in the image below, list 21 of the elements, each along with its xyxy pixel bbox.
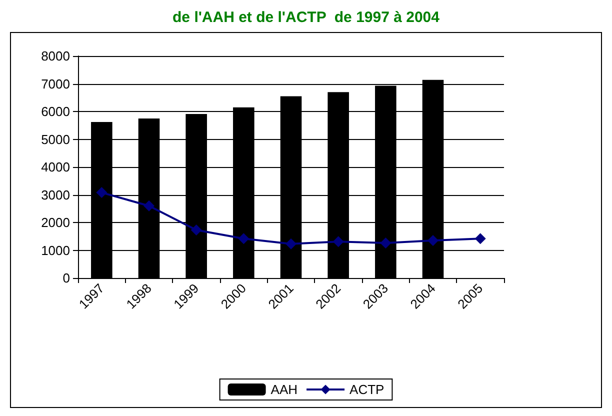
point: [144, 200, 154, 212]
point: [474, 233, 486, 244]
y-tick-label: 4000: [41, 160, 70, 174]
y-tick-label: 6000: [41, 104, 70, 119]
point: [190, 224, 202, 236]
point: [332, 236, 344, 248]
y-tick-label: 1000: [41, 242, 70, 258]
point: [96, 187, 108, 198]
y-tick-label: 5000: [41, 132, 70, 147]
y-tick-label: 2000: [41, 215, 70, 230]
y-tick-label: 0: [62, 270, 70, 286]
legend-label: ACTP: [350, 382, 384, 397]
point: [380, 238, 392, 249]
y-tick-label: 8000: [41, 48, 70, 64]
y-tick-label: 3000: [41, 187, 70, 202]
y-tick-label: 7000: [41, 76, 70, 92]
chart-title: de l'AAH et de l'ACTP de 1997 à 2004: [172, 9, 440, 26]
point: [428, 235, 438, 246]
legend-label: AAH: [270, 382, 298, 397]
point: [238, 233, 250, 244]
point: [286, 238, 296, 250]
